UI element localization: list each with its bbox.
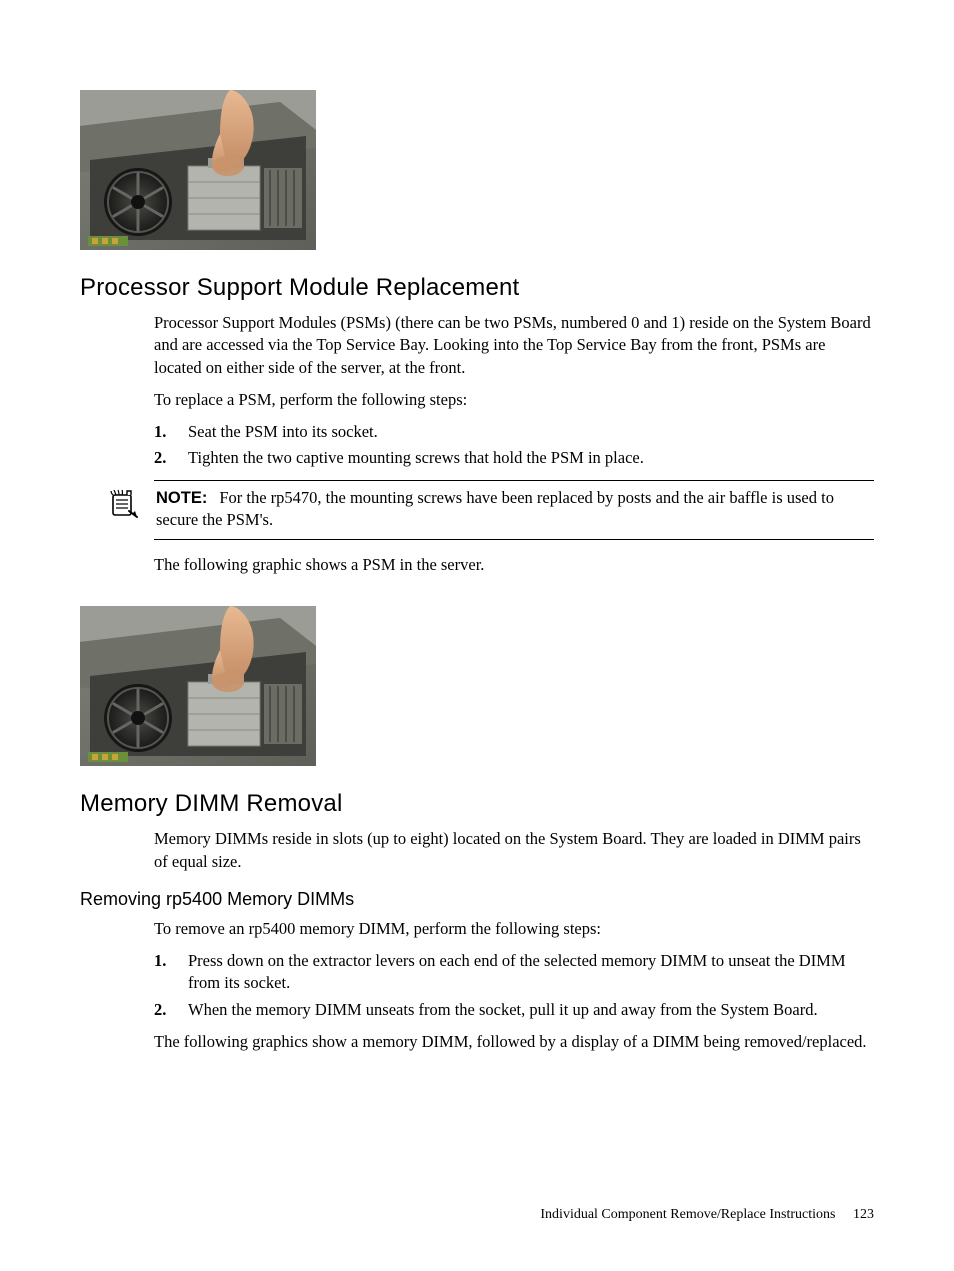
page-footer: Individual Component Remove/Replace Inst… <box>540 1207 874 1223</box>
psm-photo-2 <box>80 606 316 766</box>
figure-psm-in-server <box>80 606 874 766</box>
note-body: For the rp5470, the mounting screws have… <box>156 488 834 529</box>
dimm-step-2: When the memory DIMM unseats from the so… <box>154 999 874 1021</box>
psm-step-1: Seat the PSM into its socket. <box>154 421 874 443</box>
psm-lead: To replace a PSM, perform the following … <box>154 389 874 411</box>
dimm-steps: Press down on the extractor levers on ea… <box>154 950 874 1021</box>
footer-page-number: 123 <box>853 1207 874 1222</box>
dimm-step-1: Press down on the extractor levers on ea… <box>154 950 874 995</box>
heading-dimm-removal: Memory DIMM Removal <box>80 790 874 818</box>
note-block: NOTE:For the rp5470, the mounting screws… <box>154 480 874 541</box>
dimm-lead: To remove an rp5400 memory DIMM, perform… <box>154 918 874 940</box>
note-label: NOTE: <box>156 489 207 507</box>
psm-photo-1 <box>80 90 316 250</box>
psm-steps: Seat the PSM into its socket. Tighten th… <box>154 421 874 470</box>
note-icon <box>106 487 142 519</box>
subheading-rp5400-dimms: Removing rp5400 Memory DIMMs <box>80 889 874 910</box>
psm-after-note: The following graphic shows a PSM in the… <box>154 554 874 576</box>
dimm-after: The following graphics show a memory DIM… <box>154 1031 874 1053</box>
dimm-intro: Memory DIMMs reside in slots (up to eigh… <box>154 828 874 873</box>
footer-section-title: Individual Component Remove/Replace Inst… <box>540 1207 835 1222</box>
note-text: NOTE:For the rp5470, the mounting screws… <box>156 487 874 532</box>
heading-psm-replacement: Processor Support Module Replacement <box>80 274 874 302</box>
figure-psm-top <box>80 90 874 250</box>
psm-intro: Processor Support Modules (PSMs) (there … <box>154 312 874 379</box>
psm-step-2: Tighten the two captive mounting screws … <box>154 447 874 469</box>
